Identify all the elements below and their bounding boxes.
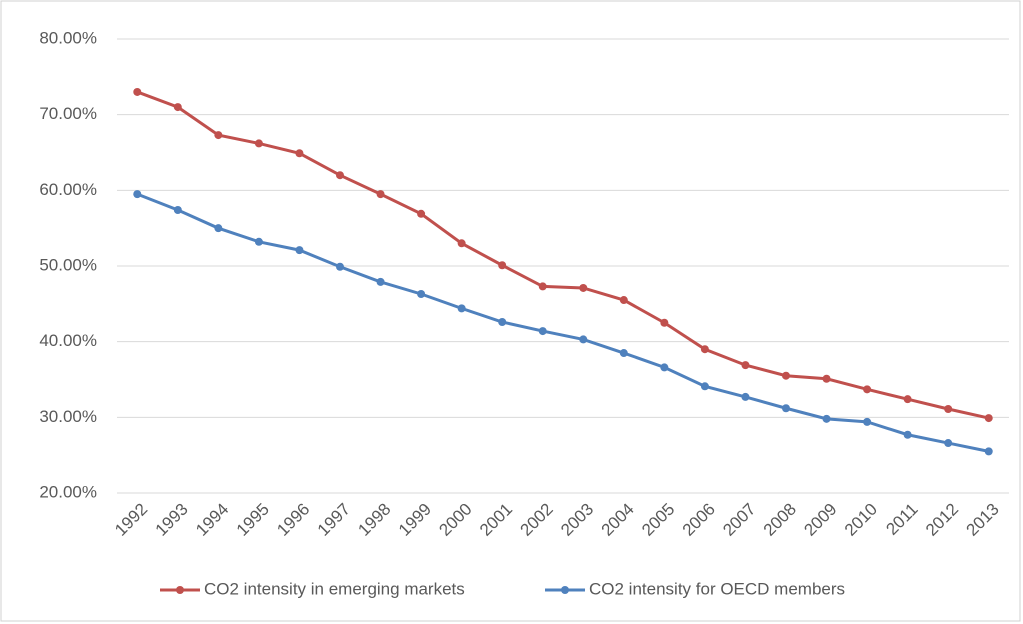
data-point <box>984 447 993 456</box>
data-point <box>214 131 223 140</box>
y-tick-label: 30.00% <box>39 407 97 426</box>
data-point <box>903 430 912 439</box>
y-tick-label: 50.00% <box>39 255 97 274</box>
data-point <box>498 261 507 270</box>
data-point <box>336 171 344 180</box>
data-point <box>417 289 426 298</box>
data-point <box>417 209 426 218</box>
data-point <box>579 335 588 344</box>
data-point <box>538 327 547 336</box>
y-tick-label: 20.00% <box>39 482 97 501</box>
data-point <box>579 283 588 292</box>
data-point <box>944 439 953 448</box>
data-point <box>741 392 750 401</box>
data-point <box>498 317 507 326</box>
data-point <box>700 345 709 354</box>
data-point <box>133 87 142 96</box>
data-point <box>822 374 831 383</box>
data-point <box>984 414 993 423</box>
legend-label: CO2 intensity in emerging markets <box>204 579 465 598</box>
data-point <box>457 239 466 248</box>
data-point <box>376 277 385 286</box>
data-point <box>336 262 344 271</box>
data-point <box>457 304 466 313</box>
data-point <box>619 296 628 305</box>
data-point <box>660 318 669 327</box>
data-point <box>782 404 790 413</box>
legend-marker <box>176 586 184 594</box>
data-point <box>863 417 872 426</box>
data-point <box>619 349 628 358</box>
data-point <box>254 139 263 148</box>
data-point <box>741 361 750 370</box>
series-line <box>136 192 990 453</box>
data-point <box>173 103 182 112</box>
data-point <box>538 282 547 291</box>
series-line <box>136 90 990 420</box>
data-point <box>944 405 953 414</box>
y-tick-label: 40.00% <box>39 331 97 350</box>
data-point <box>863 385 872 394</box>
data-point <box>295 246 304 255</box>
data-point <box>376 190 385 199</box>
data-point <box>214 224 223 233</box>
data-point <box>173 206 182 215</box>
data-point <box>782 371 790 380</box>
data-point <box>295 149 304 158</box>
data-point <box>133 190 142 199</box>
legend-label: CO2 intensity for OECD members <box>589 579 845 598</box>
y-tick-label: 70.00% <box>39 104 97 123</box>
y-tick-label: 80.00% <box>39 28 97 47</box>
data-point <box>254 237 263 246</box>
data-point <box>660 363 669 372</box>
data-point <box>700 382 709 391</box>
data-point <box>903 395 912 404</box>
data-point <box>822 414 831 423</box>
y-tick-label: 60.00% <box>39 180 97 199</box>
legend-marker <box>561 586 569 594</box>
